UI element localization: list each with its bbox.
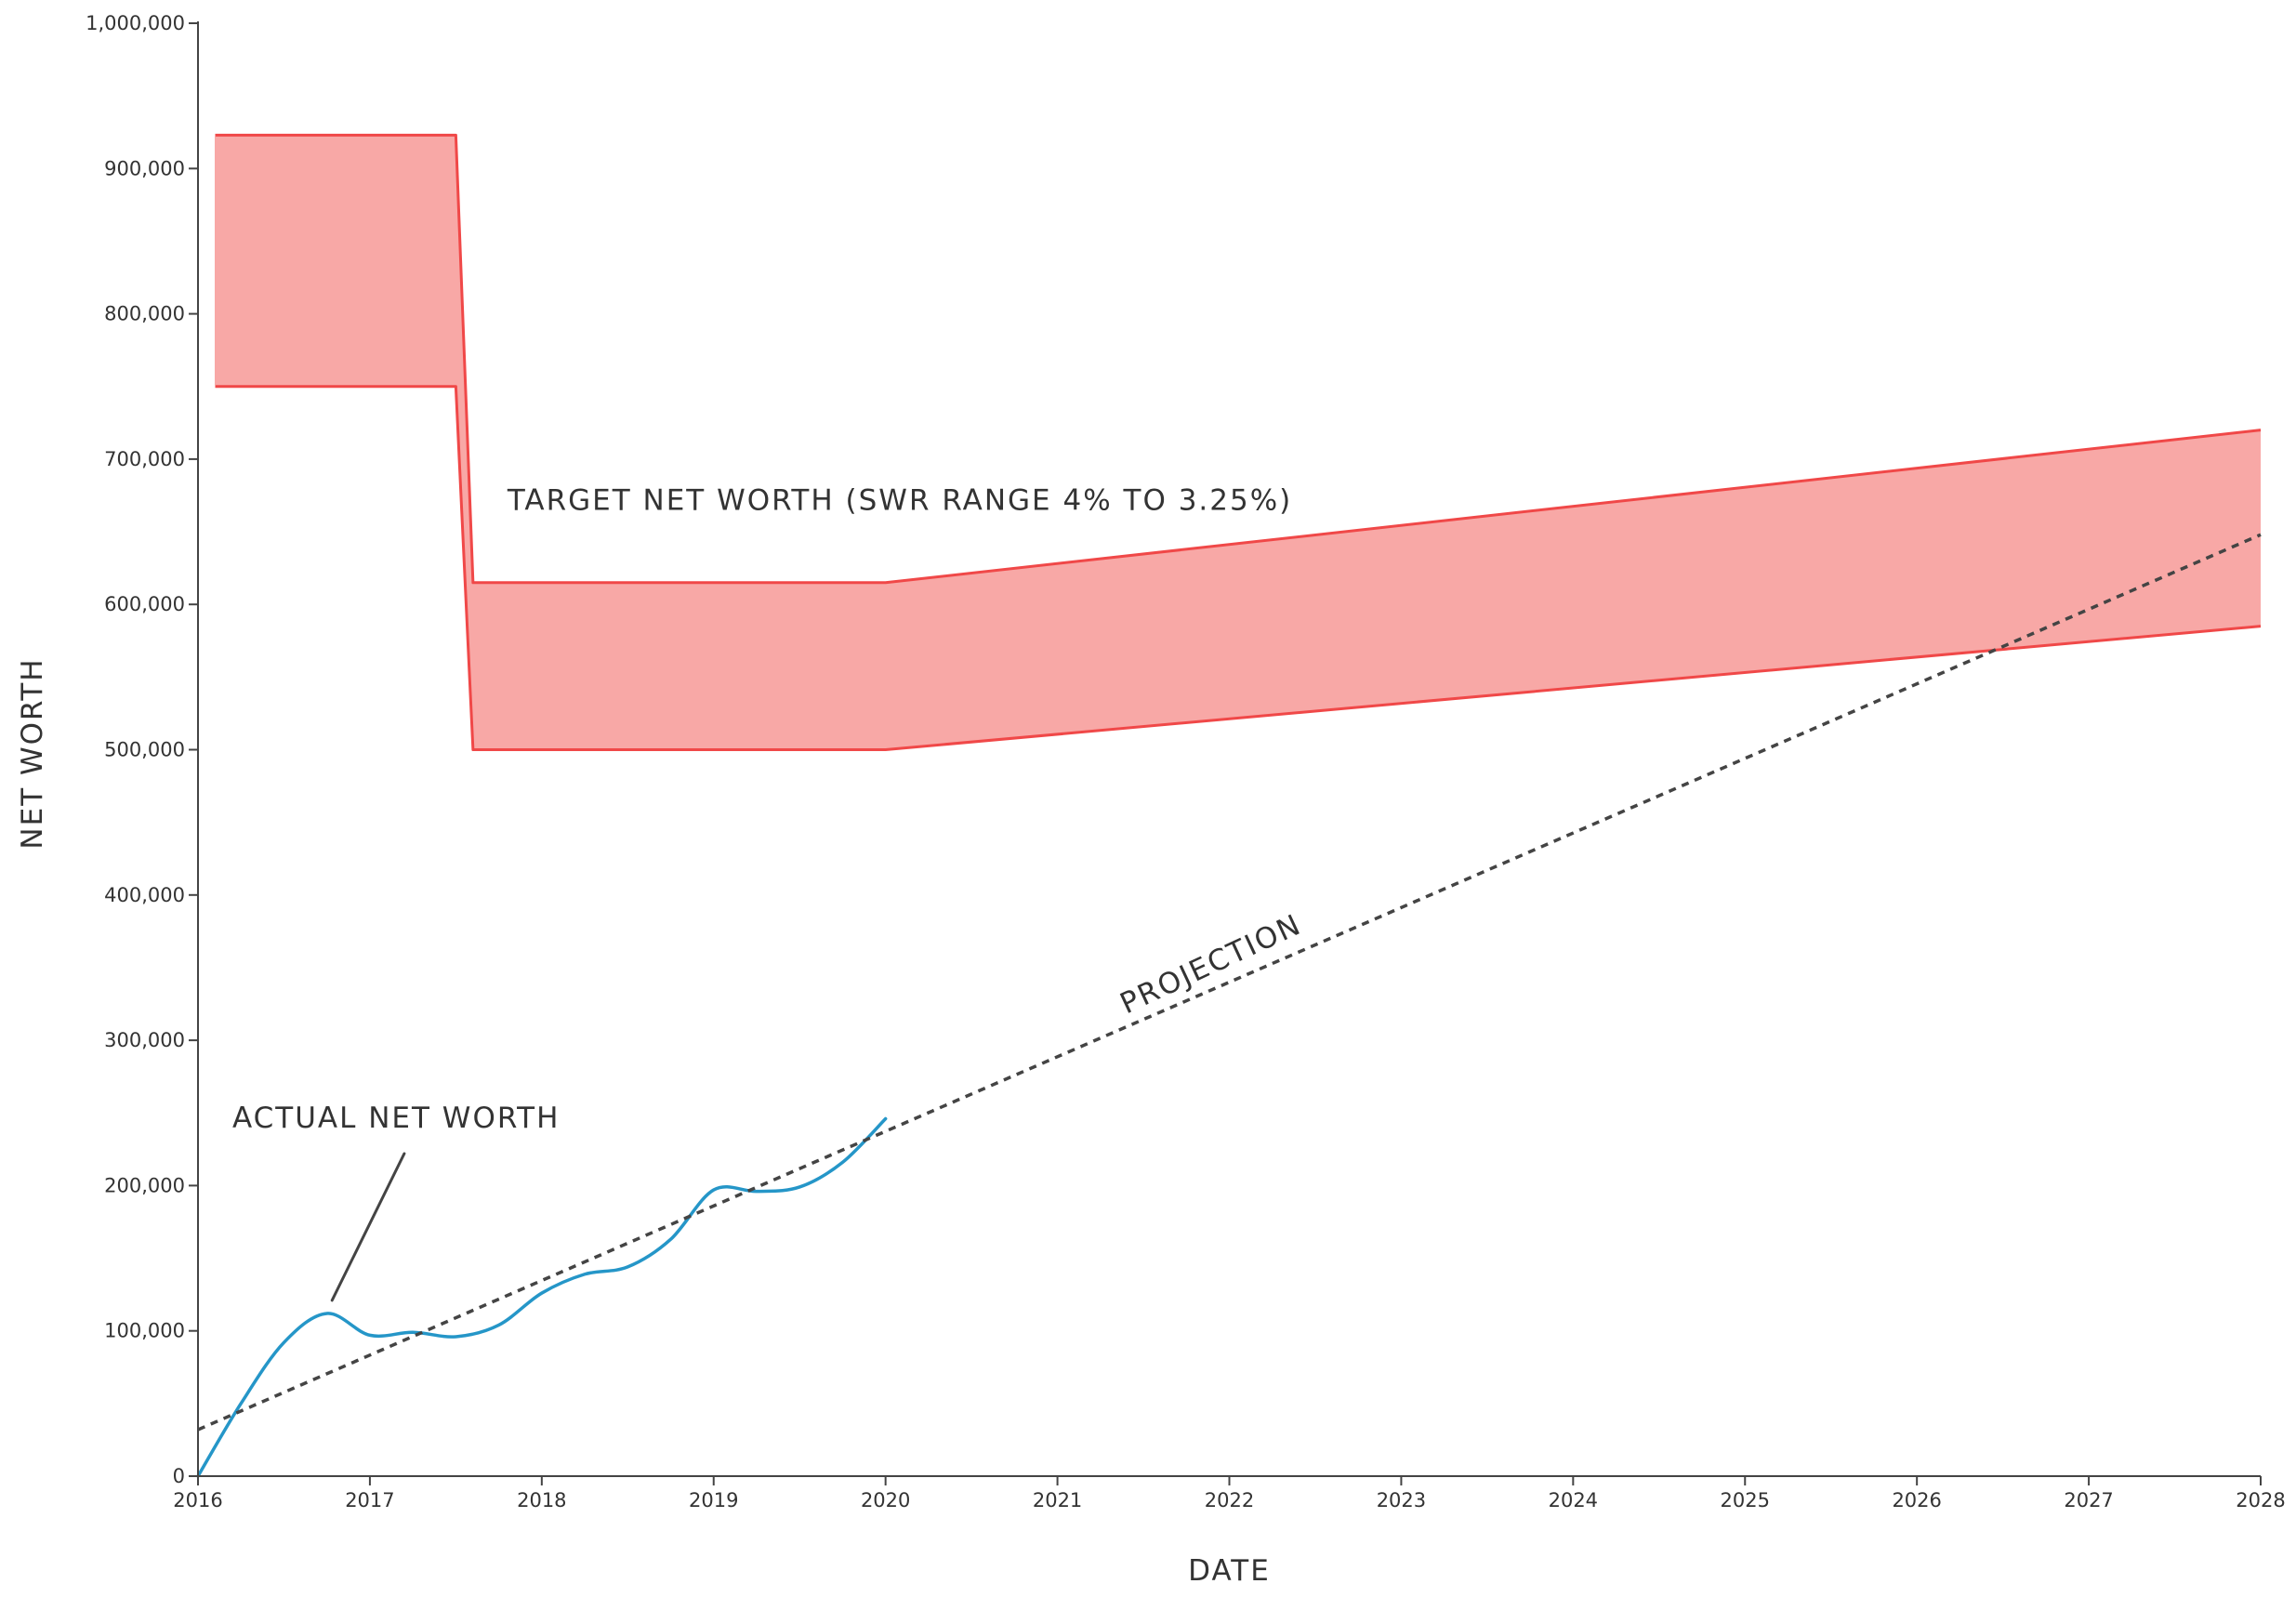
x-axis-title: DATE [1188,1554,1271,1588]
axis-layer: 0 100,000 200,000 300,000 400,000 500,000 600,… [86,12,2286,1511]
y-tick-label: 700,000 [104,448,185,470]
x-tick-label: 2026 [1892,1489,1941,1511]
target-band-layer [214,133,2262,751]
y-tick-label: 400,000 [104,884,185,906]
annotation-label: TARGET NET WORTH (SWR RANGE 4% TO 3.25%) [507,484,1292,518]
target-band-lower-line [215,385,2262,751]
x-tick-label: 2016 [173,1489,222,1511]
x-tick-label: 2022 [1205,1489,1254,1511]
y-tick-label: 500,000 [104,739,185,761]
x-tick-label: 2021 [1033,1489,1082,1511]
annotation-label: PROJECTION [1115,908,1307,1022]
y-tick-label: 100,000 [104,1320,185,1342]
y-tick-label: 200,000 [104,1174,185,1196]
y-tick-label: 300,000 [104,1029,185,1051]
x-tick-label: 2023 [1377,1489,1426,1511]
x-tick-label: 2018 [517,1489,566,1511]
y-tick-label: 800,000 [104,303,185,325]
x-tick-label: 2025 [1721,1489,1770,1511]
x-tick-label: 2027 [2064,1489,2113,1511]
y-tick-label: 600,000 [104,593,185,615]
annotation-label: ACTUAL NET WORTH [232,1102,560,1135]
annotation-pointer [330,1152,406,1302]
y-axis-title: NET WORTH [16,657,49,849]
x-tick-label: 2028 [2236,1489,2285,1511]
y-tick-label: 1,000,000 [86,12,185,34]
y-tick-label: 900,000 [104,157,185,179]
actual-net-worth-line [196,1116,888,1478]
x-tick-label: 2017 [345,1489,394,1511]
projection-line [197,533,2262,1432]
x-tick-label: 2020 [861,1489,910,1511]
line-layer [196,533,2262,1478]
y-tick-label: 0 [173,1465,185,1487]
x-tick-label: 2019 [689,1489,738,1511]
target-band-upper-line [215,133,2262,585]
x-tick-label: 2024 [1549,1489,1598,1511]
target-band-fill [215,135,2261,750]
